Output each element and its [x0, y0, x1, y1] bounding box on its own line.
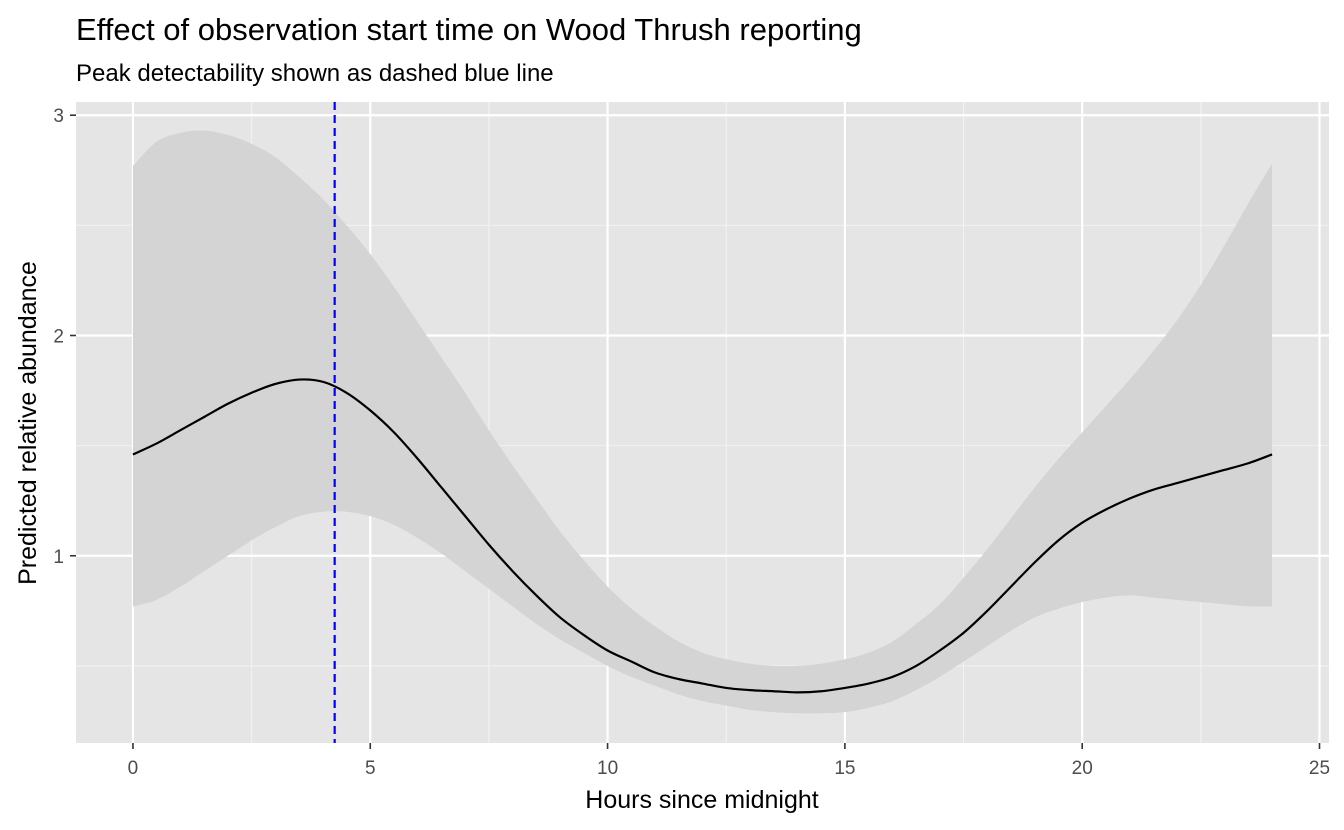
- y-tick-label: 2: [53, 326, 64, 347]
- x-tick-label: 15: [834, 758, 855, 779]
- y-tick-label: 3: [53, 106, 64, 127]
- x-tick-label: 20: [1072, 758, 1093, 779]
- x-tick-label: 10: [597, 758, 618, 779]
- x-tick-label: 5: [365, 758, 376, 779]
- confidence-ribbon: [132, 130, 1273, 714]
- x-tick-label: 25: [1309, 758, 1330, 779]
- y-tick-label: 1: [53, 547, 64, 568]
- y-axis-tick-labels: 1 2 3: [53, 106, 64, 568]
- y-axis-title: Predicted relative abundance: [14, 261, 42, 585]
- x-axis-title: Hours since midnight: [585, 786, 818, 814]
- y-axis-ticks: [70, 114, 76, 557]
- x-axis-tick-labels: 0 5 10 15 20 25: [128, 758, 1330, 779]
- fitted-curve: [132, 378, 1273, 694]
- chart-title: Effect of observation start time on Wood…: [76, 12, 862, 47]
- x-axis-ticks: [132, 743, 1321, 749]
- x-tick-label: 0: [128, 758, 139, 779]
- chart-subtitle: Peak detectability shown as dashed blue …: [76, 60, 554, 87]
